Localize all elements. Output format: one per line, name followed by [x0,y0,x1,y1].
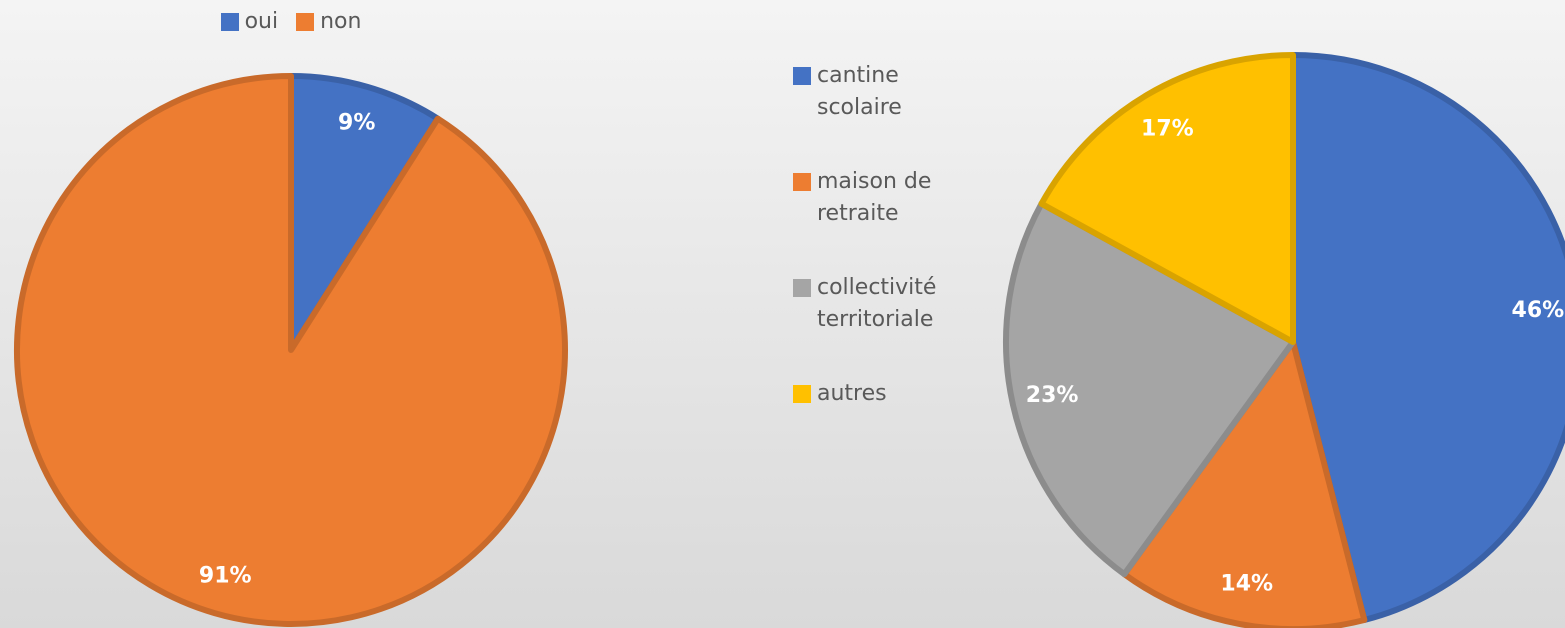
pie-slice [288,73,441,353]
legend-item: autres [793,378,963,410]
legend-item: oui [220,6,279,38]
legend-label: collectivité territoriale [817,275,937,332]
data-label: 91% [199,563,252,588]
legend: oui non [0,6,582,38]
pie-slice [1003,200,1296,578]
pie-slice [1038,52,1296,345]
legend-swatch [793,385,811,403]
pie-slice [1121,339,1368,628]
legend: cantine scolaire maison de retraite collec… [793,60,963,410]
legend-label: autres [817,381,887,406]
pie-slice [14,73,568,627]
legend-item: maison de retraite [793,166,963,230]
legend-label: non [320,9,362,34]
data-label: 46% [1512,298,1565,323]
legend-item: non [296,6,361,38]
legend-item: collectivité territoriale [793,272,963,336]
legend-swatch [296,13,315,31]
data-label: 17% [1141,117,1194,142]
legend-label: maison de retraite [817,169,932,226]
legend-swatch [793,67,811,85]
legend-swatch [793,173,811,191]
legend-label: oui [244,9,279,34]
legend-item: cantine scolaire [793,60,963,124]
legend-swatch [220,13,239,31]
legend-label: cantine scolaire [817,63,902,120]
legend-swatch [793,279,811,297]
data-label: 9% [338,111,375,136]
data-label: 23% [1026,383,1079,408]
pie-slice [1290,52,1565,623]
data-label: 14% [1220,571,1273,596]
